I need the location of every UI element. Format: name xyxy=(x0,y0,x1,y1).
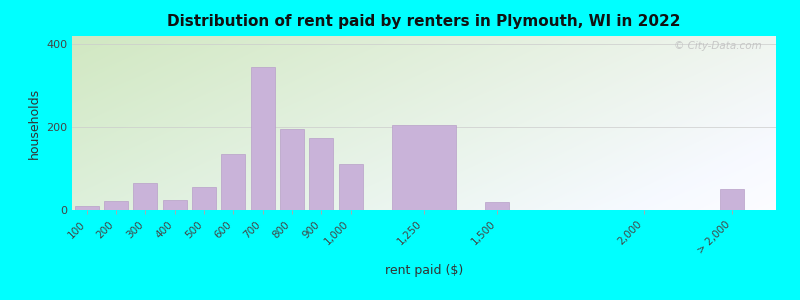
Bar xyxy=(250,67,275,210)
Bar xyxy=(162,200,187,210)
Bar xyxy=(485,202,510,210)
Bar xyxy=(392,125,456,210)
Bar xyxy=(338,164,363,210)
Y-axis label: households: households xyxy=(27,87,41,159)
Text: © City-Data.com: © City-Data.com xyxy=(674,41,762,51)
Bar xyxy=(74,206,99,210)
Bar xyxy=(104,201,128,210)
Bar xyxy=(720,189,744,210)
X-axis label: rent paid ($): rent paid ($) xyxy=(385,264,463,277)
Bar xyxy=(133,183,158,210)
Bar xyxy=(309,137,334,210)
Bar xyxy=(280,129,304,210)
Bar xyxy=(221,154,246,210)
Title: Distribution of rent paid by renters in Plymouth, WI in 2022: Distribution of rent paid by renters in … xyxy=(167,14,681,29)
Bar xyxy=(192,187,216,210)
